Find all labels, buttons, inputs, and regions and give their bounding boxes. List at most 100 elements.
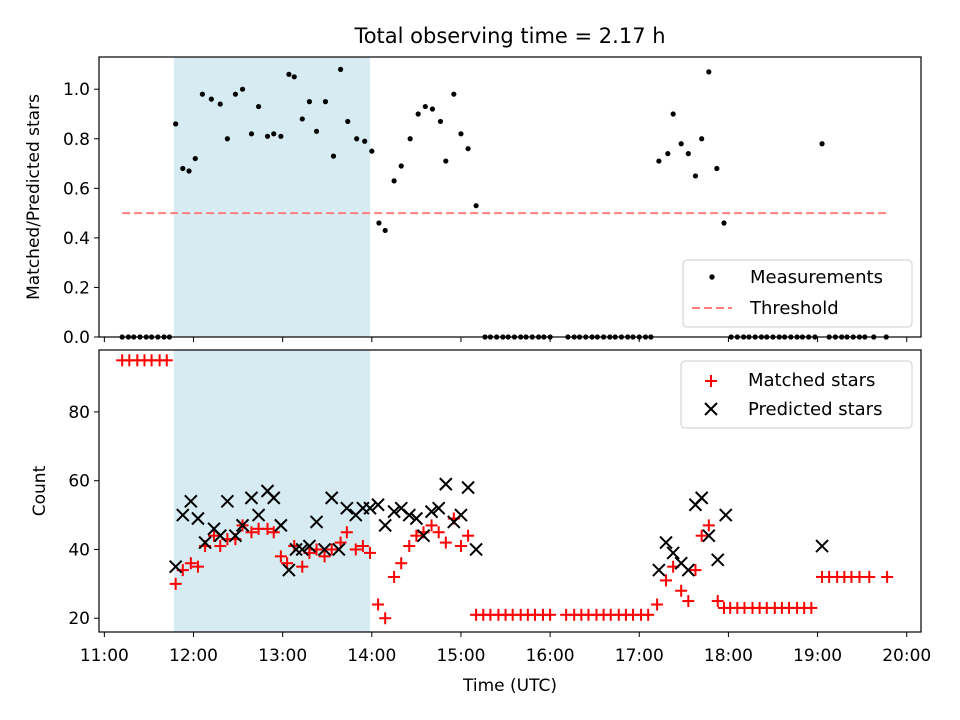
legend-label-measurements: Measurements [750,267,883,288]
top-x-ticks [103,337,908,342]
matched-star-point [356,540,369,553]
legend-label-matched-stars: Matched stars [748,370,875,391]
predicted-star-point [228,529,243,543]
matched-star-point [881,570,894,583]
matched-star-point [169,577,182,590]
measurement-point [180,165,186,172]
matched-star-point [395,557,408,570]
matched-star-point [702,519,715,532]
legend-x-marker [704,402,718,416]
measurement-point [685,151,691,157]
bottom-y-tick-label: 80 [68,403,90,423]
matched-star-point [388,570,401,583]
measurement-point [313,128,320,134]
matched-star-point [191,560,204,573]
matched-star-point [261,522,274,535]
predicted-star-point [469,542,483,557]
predicted-star-point [168,559,183,574]
measurement-point [692,173,699,179]
top-panel: Total observing time = 2.17 h 0.00.20.40… [24,24,922,348]
measurement-point [465,146,471,152]
bottom-legend-box [680,360,913,429]
matched-star-point [695,529,708,542]
measurement-point [407,136,413,142]
matched-star-point [651,598,664,611]
predicted-star-point [274,518,288,533]
matched-star-point [682,595,695,608]
predicted-star-point [424,504,439,519]
top-axes-frame [98,56,922,338]
measurement-point [271,131,277,137]
measurement-point [354,136,360,142]
top-y-tick-label: 0.8 [63,130,90,150]
bottom-y-tick-label: 20 [68,609,90,629]
matched-star-point [340,526,353,539]
matched-star-point [274,550,287,563]
measurement-point [376,220,382,226]
matched-star-point [642,608,655,621]
measurement-point [186,168,192,174]
measurement-point [721,220,727,226]
top-y-ticks: 0.0 0.2 0.4 0.6 0.8 1.0 [63,80,99,348]
predicted-star-point [402,508,416,522]
measurement-point [345,118,351,125]
measurement-point [217,101,223,107]
measurement-point [819,141,825,147]
matched-star-point [711,595,724,608]
measurement-point [665,151,671,157]
measurement-point [706,69,712,75]
measurement-point [208,96,214,102]
measurement-point [699,136,705,142]
measurement-point [173,121,179,127]
bottom-y-tick-label: 60 [68,472,90,492]
top-y-tick-label: 1.0 [63,80,90,100]
measurement-point [255,103,262,110]
predicted-star-point [711,553,725,567]
measurement-point [199,91,206,97]
predicted-star-point [719,508,733,522]
predicted-star-point [702,529,716,543]
predicted-star-point [652,563,666,577]
predicted-star-point [244,491,259,505]
matched-star-point [296,560,309,573]
predicted-star-point [694,491,709,505]
matched-star-point [439,536,452,549]
predicted-star-point [340,501,354,515]
predicted-star-point [409,511,424,526]
top-y-tick-label: 0.4 [63,229,90,249]
bottom-x-tick-label: 15:00 [436,646,485,666]
predicted-star-point [378,518,392,533]
matched-star-point [318,550,331,563]
measurement-point [670,111,676,117]
measurement-point [278,133,284,139]
bottom-x-tick-label: 20:00 [882,646,931,666]
matched-star-point [267,526,280,539]
top-y-tick-label: 0.2 [63,278,90,298]
measurement-point [291,74,297,80]
measurement-point [264,133,271,139]
predicted-star-point [198,535,212,550]
measurement-point [299,116,305,122]
measurement-point [714,165,720,172]
measurement-point [391,178,397,184]
predicted-star-point [251,508,266,522]
measurement-point [224,136,230,142]
matched-star-point [544,608,557,621]
predicted-star-point [317,542,332,557]
measurement-point [362,138,368,144]
matched-star-point [403,540,416,553]
measurement-point [322,99,329,105]
bottom-y-tick-label: 40 [68,540,90,560]
predicted-star-point [184,494,198,509]
top-y-tick-label: 0.0 [63,328,90,348]
predicted-star-point [176,508,190,522]
matched-star-point [208,529,221,542]
matched-star-point [454,540,467,553]
top-y-axis-label: Matched/Predicted stars [24,94,44,300]
legend-label-threshold: Threshold [749,298,839,319]
predicted-star-point [371,498,385,512]
measurement-point [429,106,436,112]
bottom-axes-frame [98,349,922,633]
measurement-point [239,86,246,92]
predicted-star-point [191,511,205,526]
